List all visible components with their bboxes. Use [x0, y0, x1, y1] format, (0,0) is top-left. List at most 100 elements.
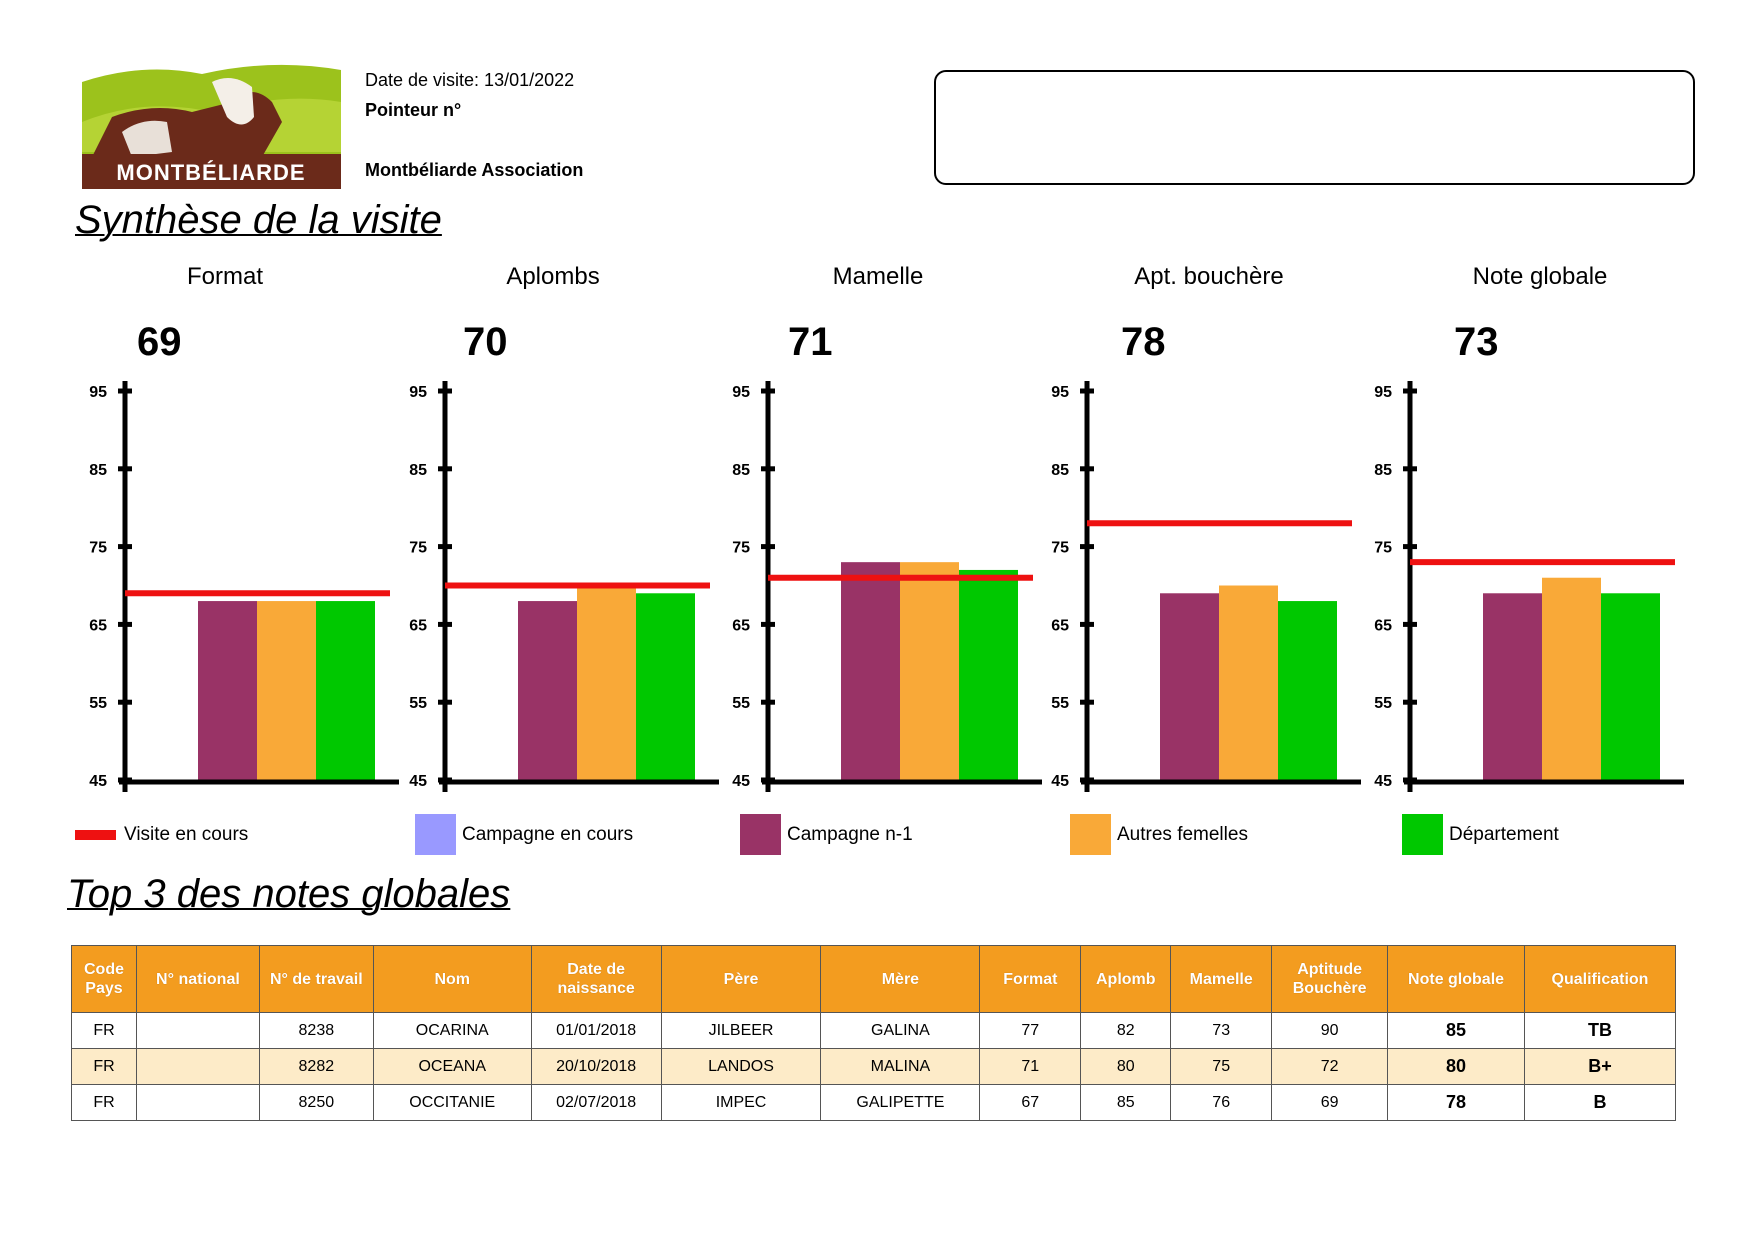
y-tick-label: 85	[409, 462, 427, 479]
column-header: Mère	[820, 945, 981, 1013]
chart-score: 69	[137, 320, 182, 364]
y-tick-label: 65	[89, 617, 107, 634]
y-tick-label: 55	[732, 695, 750, 712]
y-tick-label: 85	[1051, 462, 1069, 479]
table-row: FR 8282 OCEANA 20/10/2018 LANDOS MALINA 71 80 75…	[71, 1048, 1677, 1085]
table-cell: 75	[1170, 1048, 1273, 1085]
bar-autres-femelles	[1219, 585, 1278, 780]
y-tick-label: 95	[409, 384, 427, 401]
bar-autres-femelles	[1542, 577, 1601, 780]
column-header: Date de naissance	[530, 945, 662, 1013]
legend-autres-femelles: Autres femelles	[1070, 814, 1248, 855]
y-tick-label: 95	[89, 384, 107, 401]
bar-campagne-n1	[1483, 593, 1542, 780]
y-tick-label: 75	[89, 540, 107, 557]
legend-label: Campagne n-1	[787, 823, 913, 845]
bar-departement	[959, 569, 1018, 780]
legend-campagne-n1: Campagne n-1	[740, 814, 913, 855]
table-cell: 71	[979, 1048, 1082, 1085]
y-tick-label: 55	[89, 695, 107, 712]
bar-autres-femelles	[577, 585, 636, 780]
montbeliarde-logo: MONTBÉLIARDE	[82, 62, 341, 189]
y-tick-label: 85	[1374, 462, 1392, 479]
legend-departement-swatch	[1402, 814, 1443, 855]
y-tick-label: 85	[89, 462, 107, 479]
table-cell: 90	[1271, 1012, 1389, 1049]
legend-visite: Visite en cours	[75, 814, 248, 855]
table-cell: B	[1523, 1084, 1677, 1121]
column-header: N° national	[135, 945, 260, 1013]
y-tick-label: 95	[732, 384, 750, 401]
y-tick-label: 95	[1051, 384, 1069, 401]
chart-title: Aplombs	[506, 263, 600, 290]
legend-autres-femelles-swatch	[1070, 814, 1111, 855]
legend-visite-swatch	[75, 829, 116, 840]
table-cell: 80	[1080, 1048, 1172, 1085]
table-cell: 67	[979, 1084, 1082, 1121]
table-cell: 80	[1387, 1048, 1525, 1085]
y-tick-label: 45	[732, 773, 750, 790]
chart-title: Format	[186, 263, 264, 290]
y-tick-label: 45	[89, 773, 107, 790]
y-tick-label: 65	[1051, 617, 1069, 634]
legend-campagne-en-cours-swatch	[415, 814, 456, 855]
y-tick-label: 45	[1374, 773, 1392, 790]
table-cell: 85	[1387, 1012, 1525, 1049]
table-cell: OCARINA	[372, 1012, 532, 1049]
legend-label: Autres femelles	[1117, 823, 1248, 845]
table-cell: 02/07/2018	[530, 1084, 662, 1121]
y-tick-label: 45	[409, 773, 427, 790]
y-tick-label: 45	[1051, 773, 1069, 790]
bar-chart: 95 85 75 65 55 45	[89, 381, 399, 792]
table-row: FR 8250 OCCITANIE 02/07/2018 IMPEC GALIPETTE 6…	[71, 1084, 1677, 1121]
column-header: Note globale	[1387, 945, 1525, 1013]
table-cell: 01/01/2018	[530, 1012, 662, 1049]
table-cell: B+	[1523, 1048, 1677, 1085]
y-tick-label: 75	[1051, 540, 1069, 557]
column-header: Nom	[372, 945, 532, 1013]
y-tick-label: 85	[732, 462, 750, 479]
table-cell: MALINA	[820, 1048, 981, 1085]
table-cell: JILBEER	[660, 1012, 822, 1049]
bar-autres-femelles	[900, 562, 959, 780]
logo-text: MONTBÉLIARDE	[116, 160, 305, 185]
column-header: N° de travail	[258, 945, 374, 1013]
bar-chart: 95 85 75 65 55 45	[1374, 381, 1684, 792]
table-cell: 72	[1271, 1048, 1389, 1085]
column-header: Mamelle	[1170, 945, 1273, 1013]
column-header: Code Pays	[71, 945, 137, 1013]
table-cell: GALIPETTE	[820, 1084, 981, 1121]
bar-chart: 95 85 75 65 55 45	[409, 381, 719, 792]
pointer-label: Pointeur n°	[365, 100, 462, 120]
synthese-title: Synthèse de la visite	[75, 198, 442, 242]
legend-label: Campagne en cours	[462, 823, 634, 845]
y-tick-label: 65	[409, 617, 427, 634]
column-header: Qualification	[1523, 945, 1677, 1013]
table-row: FR 8238 OCARINA 01/01/2018 JILBEER GALINA 77 82…	[71, 1012, 1677, 1049]
bar-departement	[316, 601, 375, 780]
table-cell: 73	[1170, 1012, 1273, 1049]
legend-label: Visite en cours	[124, 823, 249, 845]
legend-label: Département	[1449, 823, 1559, 845]
y-tick-label: 95	[1374, 384, 1392, 401]
y-tick-label: 75	[1374, 540, 1392, 557]
table-cell	[135, 1048, 260, 1085]
bar-campagne-n1	[1160, 593, 1219, 780]
y-tick-label: 55	[1051, 695, 1069, 712]
y-tick-label: 65	[1374, 617, 1392, 634]
chart-score: 78	[1121, 320, 1166, 364]
table-cell: 69	[1271, 1084, 1389, 1121]
chart-score: 70	[463, 320, 508, 364]
table-cell: FR	[71, 1048, 137, 1085]
top3-table: Code Pays N° national N° de travail Nom Date…	[71, 945, 1677, 1121]
table-cell: 85	[1080, 1084, 1172, 1121]
y-tick-label: 55	[409, 695, 427, 712]
bar-chart: 95 85 75 65 55 45	[732, 381, 1042, 792]
table-cell: 20/10/2018	[530, 1048, 662, 1085]
column-header: Aptitude Bouchère	[1271, 945, 1389, 1013]
column-header: Aplomb	[1080, 945, 1172, 1013]
chart-score: 73	[1454, 320, 1499, 364]
table-cell: 77	[979, 1012, 1082, 1049]
table-cell: 78	[1387, 1084, 1525, 1121]
table-cell: 82	[1080, 1012, 1172, 1049]
